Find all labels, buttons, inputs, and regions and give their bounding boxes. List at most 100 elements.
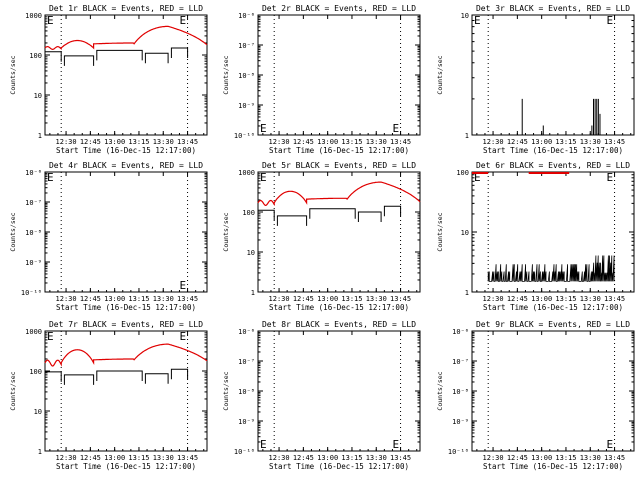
- bracket-marker: E: [47, 330, 54, 343]
- y-axis-title: Counts/sec: [436, 371, 444, 410]
- x-tick-label: 13:15: [555, 454, 576, 462]
- series-lld-line: [44, 343, 208, 367]
- bracket-marker: E: [392, 122, 399, 135]
- x-axis-title: Start Time (16-Dec-15 12:17:00): [56, 462, 196, 471]
- y-tick-label: 10: [34, 408, 42, 416]
- y-tick-label: 10⁻⁸: [238, 72, 255, 80]
- x-tick-label: 12:45: [80, 138, 101, 146]
- y-tick-label: 1000: [25, 12, 42, 20]
- x-tick-label: 13:15: [341, 295, 362, 303]
- plot-frame: [257, 330, 421, 452]
- x-tick-label: 13:30: [580, 295, 601, 303]
- y-tick-label: 10⁻⁶: [452, 328, 469, 336]
- x-tick-label: 12:30: [56, 138, 77, 146]
- x-tick-label: 13:45: [604, 454, 625, 462]
- panel-title: Det 5r BLACK = Events, RED = LLD: [262, 161, 416, 170]
- x-tick-label: 12:45: [507, 454, 528, 462]
- x-tick-label: 13:45: [604, 295, 625, 303]
- x-tick-label: 13:00: [104, 295, 125, 303]
- series-events-segment: [63, 374, 95, 385]
- y-tick-label: 10⁻¹⁰: [21, 289, 42, 297]
- series-events-segment: [170, 47, 189, 58]
- y-axis-title: Counts/sec: [222, 55, 230, 94]
- y-tick-label: 100: [29, 52, 42, 60]
- panel-det-5r: Det 5r BLACK = Events, RED = LLD 12:30 12:…: [222, 161, 421, 312]
- x-tick-label: 12:30: [269, 454, 290, 462]
- x-tick-label: 13:15: [555, 295, 576, 303]
- bracket-marker: E: [179, 279, 186, 292]
- x-tick-label: 13:00: [317, 138, 338, 146]
- panel-det-2r: Det 2r BLACK = Events, RED = LLD 12:30 12:…: [222, 4, 421, 155]
- series-events-segment: [144, 52, 169, 64]
- x-tick-label: 13:15: [128, 295, 149, 303]
- series-lld-line: [44, 25, 208, 51]
- panel-title: Det 3r BLACK = Events, RED = LLD: [476, 4, 630, 13]
- x-tick-label: 12:45: [80, 454, 101, 462]
- panel-det-6r: Det 6r BLACK = Events, RED = LLD 12:30 12:…: [436, 161, 635, 312]
- x-tick-label: 13:30: [366, 138, 387, 146]
- y-tick-label: 10⁻¹⁰: [234, 132, 255, 140]
- plot-frame: [471, 14, 635, 136]
- x-tick-label: 12:45: [507, 138, 528, 146]
- series-events-segment: [144, 373, 169, 384]
- x-axis-title: Start Time (16-Dec-15 12:17:00): [269, 303, 409, 312]
- x-tick-label: 13:15: [341, 138, 362, 146]
- x-tick-label: 13:00: [104, 454, 125, 462]
- y-tick-label: 100: [242, 209, 255, 217]
- x-tick-label: 13:45: [177, 454, 198, 462]
- panel-title: Det 2r BLACK = Events, RED = LLD: [262, 4, 416, 13]
- panel-det-4r: Det 4r BLACK = Events, RED = LLD 12:30 12:…: [9, 161, 208, 312]
- x-axis-title: Start Time (16-Dec-15 12:17:00): [269, 146, 409, 155]
- x-tick-label: 13:00: [317, 454, 338, 462]
- x-tick-label: 12:45: [507, 295, 528, 303]
- bracket-marker: E: [179, 14, 186, 27]
- series-events-segment: [96, 370, 143, 381]
- x-tick-label: 12:30: [483, 138, 504, 146]
- y-axis-title: Counts/sec: [9, 371, 17, 410]
- x-tick-label: 12:30: [483, 295, 504, 303]
- series-events-noise: [487, 255, 615, 282]
- y-tick-label: 100: [29, 368, 42, 376]
- x-tick-label: 13:15: [128, 138, 149, 146]
- bracket-marker: E: [474, 14, 481, 27]
- x-tick-label: 13:45: [604, 138, 625, 146]
- x-tick-label: 12:45: [293, 454, 314, 462]
- y-tick-label: 10⁻⁶: [25, 169, 42, 177]
- bracket-marker: E: [260, 438, 267, 451]
- bracket-marker: E: [474, 171, 481, 184]
- y-tick-label: 10⁻⁸: [452, 388, 469, 396]
- series-events-segment: [63, 55, 95, 66]
- y-axis-title: Counts/sec: [222, 371, 230, 410]
- series-events-segment: [257, 209, 275, 221]
- x-tick-label: 12:30: [56, 295, 77, 303]
- x-tick-label: 12:30: [56, 454, 77, 462]
- panel-title: Det 6r BLACK = Events, RED = LLD: [476, 161, 630, 170]
- bracket-marker: E: [606, 438, 613, 451]
- y-tick-label: 10⁻¹⁰: [448, 448, 469, 456]
- x-tick-label: 12:30: [269, 138, 290, 146]
- series-lld-line: [257, 181, 421, 207]
- bracket-marker: E: [47, 171, 54, 184]
- y-tick-label: 10⁻⁷: [25, 199, 42, 207]
- plot-frame: [44, 14, 208, 136]
- x-tick-label: 12:45: [293, 138, 314, 146]
- x-axis-title: Start Time (16-Dec-15 12:17:00): [56, 303, 196, 312]
- y-tick-label: 10⁻⁹: [452, 418, 469, 426]
- series-events-segment: [170, 368, 189, 380]
- x-tick-label: 13:00: [531, 454, 552, 462]
- bracket-marker: E: [260, 171, 267, 184]
- series-events-segment: [44, 371, 62, 382]
- y-tick-label: 10⁻⁹: [25, 259, 42, 267]
- bracket-marker: E: [392, 438, 399, 451]
- y-tick-label: 1: [38, 448, 42, 456]
- series-events-segment: [96, 49, 143, 61]
- y-tick-label: 10⁻⁹: [238, 418, 255, 426]
- y-axis-title: Counts/sec: [436, 55, 444, 94]
- x-tick-label: 12:30: [269, 295, 290, 303]
- panel-title: Det 1r BLACK = Events, RED = LLD: [49, 4, 203, 13]
- panel-det-3r: Det 3r BLACK = Events, RED = LLD 12:30 12:…: [436, 4, 635, 155]
- x-tick-label: 13:15: [128, 454, 149, 462]
- x-tick-label: 13:30: [153, 295, 174, 303]
- bracket-marker: E: [179, 330, 186, 343]
- panel-title: Det 8r BLACK = Events, RED = LLD: [262, 320, 416, 329]
